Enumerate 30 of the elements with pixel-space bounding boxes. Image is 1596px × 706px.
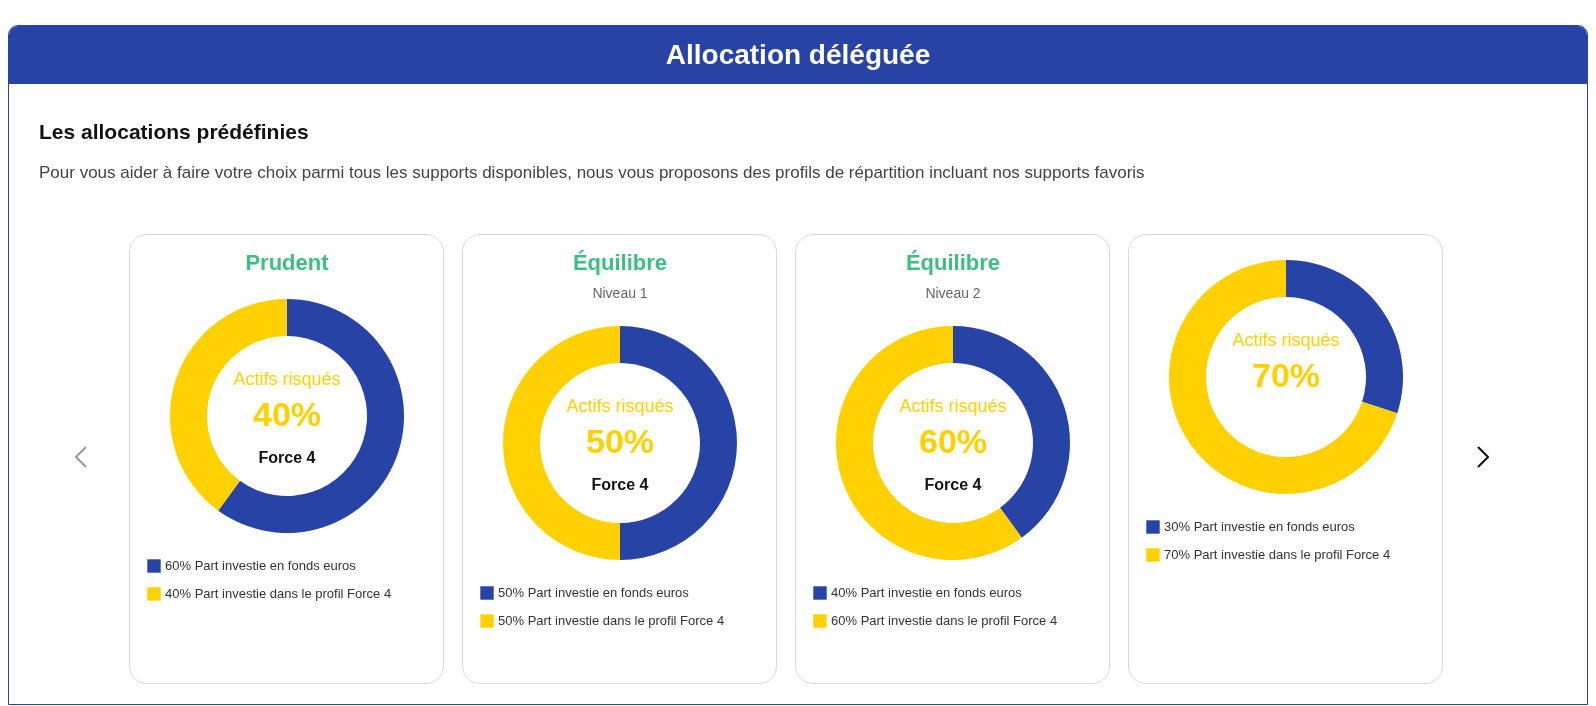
- text: Force 4: [924, 476, 982, 493]
- legend-label: 40% Part investie dans le profil Force 4: [164, 586, 391, 601]
- text: Actifs risqués: [565, 396, 674, 416]
- text: Actifs risqués: [232, 369, 341, 389]
- data-label: 60%: [918, 422, 987, 460]
- text: Force 4: [258, 449, 316, 466]
- text: Allocation déléguée: [9, 26, 1587, 84]
- text: Actifs risqués: [1231, 330, 1340, 350]
- text: Actifs risqués: [898, 396, 1007, 416]
- chart-title: Équilibre: [905, 250, 1000, 275]
- data-label: 40%: [252, 395, 321, 433]
- legend-label: 50% Part investie en fonds euros: [497, 585, 689, 600]
- text: Pour vous aider à faire votre choix parmi tous les supports disponibles, nous vous proposons des profils de répartition incluant nos supports favoris: [39, 163, 1145, 183]
- legend-label: 60% Part investie en fonds euros: [164, 558, 356, 573]
- legend-label: 30% Part investie en fonds euros: [1163, 519, 1355, 534]
- text: Force 4: [591, 476, 649, 493]
- legend-label: 40% Part investie en fonds euros: [830, 585, 1022, 600]
- chart-title: Prudent: [244, 250, 329, 275]
- legend-label: 60% Part investie dans le profil Force 4: [830, 613, 1057, 628]
- data-label: 50%: [585, 422, 654, 460]
- data-label: 70%: [1251, 356, 1320, 394]
- text: Les allocations prédéfinies: [39, 120, 309, 144]
- legend-label: 50% Part investie dans le profil Force 4: [497, 613, 724, 628]
- chart-subtitle: Niveau 2: [924, 285, 981, 301]
- donut-slice: [1168, 260, 1397, 494]
- donut-slice: [217, 299, 404, 533]
- chart-subtitle: Niveau 1: [591, 285, 648, 301]
- legend-label: 70% Part investie dans le profil Force 4: [1163, 547, 1390, 562]
- chart-title: Équilibre: [572, 250, 667, 275]
- donut-slice: [835, 326, 1022, 560]
